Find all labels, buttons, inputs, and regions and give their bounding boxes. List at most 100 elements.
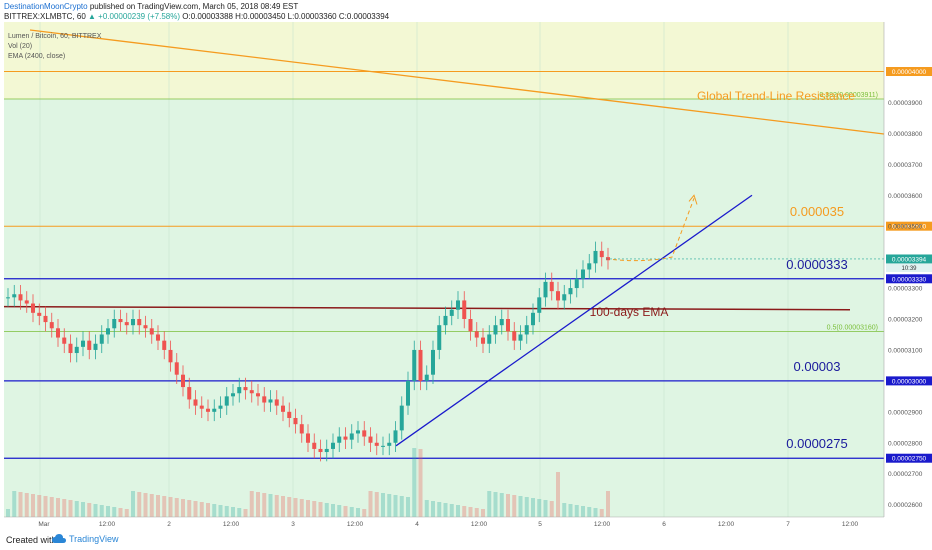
volume-bar <box>487 491 492 517</box>
candle-body <box>349 433 354 440</box>
candle-body <box>468 319 473 332</box>
candle-body <box>393 430 398 443</box>
volume-bar <box>537 499 542 517</box>
time-tick-label: 4 <box>415 521 419 528</box>
candle-body <box>293 418 298 425</box>
candle-body <box>118 319 123 323</box>
candle-body <box>343 436 348 440</box>
volume-bar <box>174 498 179 517</box>
candle-body <box>174 362 179 375</box>
volume-bar <box>87 503 92 517</box>
candle-body <box>262 396 267 403</box>
candle-body <box>399 405 404 431</box>
volume-bar <box>462 506 467 517</box>
candle-body <box>231 393 235 397</box>
change-text: ▲ +0.00000239 (+7.58%) <box>88 12 181 21</box>
time-tick-label: Mar <box>38 521 50 528</box>
volume-bar <box>606 491 610 517</box>
legend-pair: Lumen / Bitcoin, 60, BITTREX <box>8 33 102 40</box>
price-chart[interactable]: 0.382(0.00003911) 0.5(0.00003160) 0.000040… <box>0 0 932 531</box>
volume-bar <box>56 498 60 517</box>
volume-bar <box>156 495 160 517</box>
volume-bar <box>312 501 317 517</box>
candle-body <box>187 387 192 400</box>
candle-body <box>218 405 223 409</box>
level-annotation: 0.0000333 <box>786 257 847 272</box>
volume-bar <box>399 496 404 517</box>
candle-body <box>318 448 323 453</box>
candle-body <box>156 334 160 341</box>
candle-body <box>424 374 429 381</box>
candle-body <box>99 334 104 344</box>
volume-bar <box>6 509 10 517</box>
candle-body <box>362 430 367 437</box>
candle-body <box>337 436 342 443</box>
volume-bar <box>568 504 573 517</box>
volume-bar <box>193 501 198 517</box>
candle-body <box>568 288 573 295</box>
volume-bar <box>299 499 304 517</box>
price-tag: 0.00003330 <box>892 276 927 283</box>
candle-body <box>562 294 567 301</box>
price-tick-label: 0.00003600 <box>888 193 923 200</box>
volume-bar <box>556 472 560 517</box>
candle-body <box>537 297 542 313</box>
candle-body <box>249 390 254 394</box>
volume-bar <box>206 503 210 517</box>
price-tick-label: 0.00003800 <box>888 131 923 138</box>
candle-body <box>137 319 142 326</box>
volume-bar <box>593 508 598 517</box>
candle-body <box>599 250 604 258</box>
time-tick-label: 12:00 <box>718 521 735 528</box>
candle-body <box>481 337 485 344</box>
candle-body <box>431 349 435 375</box>
candle-body <box>243 387 248 391</box>
published-text: published on TradingView.com, March 05, … <box>89 2 299 11</box>
volume-bar <box>262 493 267 517</box>
volume-bar <box>437 502 442 517</box>
candle-body <box>68 343 73 354</box>
volume-bar <box>599 509 604 517</box>
volume-bar <box>293 498 298 517</box>
last-time-tag-bg <box>886 263 932 272</box>
fib-level-label: 0.382(0.00003911) <box>819 92 878 99</box>
volume-bar <box>199 502 204 517</box>
price-tag-bg <box>886 221 932 231</box>
volume-bar <box>362 509 367 517</box>
volume-bar <box>337 505 342 517</box>
volume-bar <box>456 505 460 517</box>
volume-bar <box>249 491 254 517</box>
candle-body <box>149 328 154 335</box>
volume-bar <box>137 492 142 517</box>
author-link[interactable]: DestinationMoonCrypto <box>4 2 88 11</box>
volume-bar <box>112 507 117 517</box>
trendline-annotation: Global Trend-Line Resistance <box>697 89 855 103</box>
price-tick-label: 0.00003500 <box>888 224 923 231</box>
volume-bar <box>12 491 17 517</box>
volume-bar <box>543 500 548 517</box>
volume-bar <box>324 503 329 517</box>
price-tick-label: 0.00003200 <box>888 317 923 324</box>
volume-bar <box>468 507 473 517</box>
candle-body <box>331 442 335 449</box>
ema-annotation: 100-days EMA <box>590 305 669 319</box>
symbol-text: BITTREX:XLMBTC, 60 <box>4 12 86 21</box>
candle-body <box>312 442 317 449</box>
time-tick-label: 12:00 <box>594 521 611 528</box>
volume-bar <box>24 493 29 517</box>
volume-bar <box>143 493 148 517</box>
volume-bar <box>49 497 54 517</box>
volume-bar <box>474 508 479 517</box>
legend-volume: Vol (20) <box>8 43 32 50</box>
volume-bar <box>381 493 385 517</box>
last-price-tag-bg <box>886 254 932 264</box>
footer: Created with TradingView <box>0 531 932 550</box>
candle-body <box>87 340 92 350</box>
volume-bar <box>318 502 323 517</box>
volume-bar <box>418 449 423 517</box>
volume-bar <box>256 492 260 517</box>
candle-body <box>387 442 392 446</box>
volume-bar <box>449 504 454 517</box>
volume-bar <box>343 506 348 517</box>
tradingview-logo[interactable]: TradingView <box>52 534 119 544</box>
